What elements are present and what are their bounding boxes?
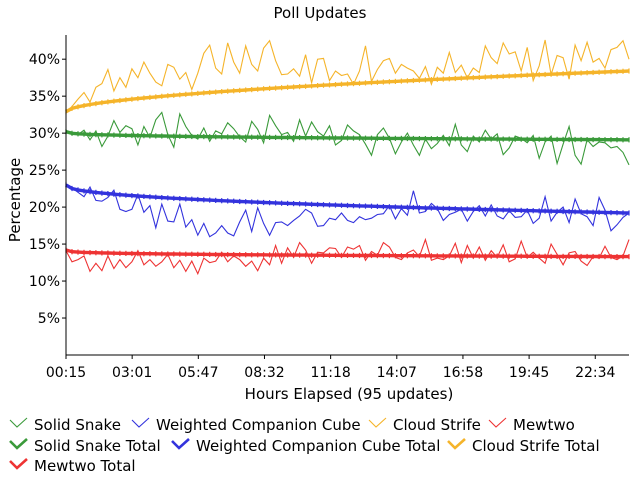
legend-swatch [368, 417, 387, 428]
legend-item-weighted-companion-cube: Weighted Companion Cube [131, 416, 361, 434]
legend-label: Cloud Strife [393, 416, 481, 434]
x-tick-label: 05:47 [178, 365, 218, 381]
series-markers-weighted-companion-cube-total [65, 182, 630, 216]
y-tick-label: 40% [29, 52, 60, 68]
x-tick-label: 16:58 [443, 365, 483, 381]
legend-swatch [9, 458, 28, 470]
legend-label: Mewtwo Total [34, 457, 136, 475]
legend-swatch [488, 417, 507, 428]
legend-item-mewtwo-total: Mewtwo Total [9, 457, 136, 475]
y-tick-label: 30% [29, 126, 60, 142]
y-tick-label: 20% [29, 200, 60, 216]
legend-label: Solid Snake Total [34, 437, 161, 455]
plot-series [65, 39, 630, 276]
legend-swatch [447, 438, 466, 450]
legend-item-solid-snake-total: Solid Snake Total [9, 437, 161, 455]
legend-item-weighted-companion-cube-total: Weighted Companion Cube Total [171, 437, 440, 455]
series-line-solid-snake [65, 111, 630, 166]
y-tick-label: 25% [29, 163, 60, 179]
x-axis-label: Hours Elapsed (95 updates) [245, 385, 454, 403]
x-tick-label: 19:45 [509, 365, 549, 381]
series-markers-mewtwo-total [65, 247, 630, 260]
x-tick-label: 08:32 [244, 365, 284, 381]
legend-label: Cloud Strife Total [472, 437, 600, 455]
y-tick-label: 35% [29, 89, 60, 105]
chart-title: Poll Updates [274, 4, 367, 22]
legend-label: Weighted Companion Cube [156, 416, 361, 434]
legend-swatch [131, 417, 150, 428]
legend-label: Solid Snake [34, 416, 121, 434]
y-tick-label: 10% [29, 274, 60, 290]
x-tick-label: 11:18 [310, 365, 350, 381]
legend-label: Mewtwo [513, 416, 575, 434]
legend-swatch [171, 438, 190, 450]
legend-swatch [9, 438, 28, 450]
x-tick-label: 14:07 [377, 365, 417, 381]
series-line-mewtwo [65, 237, 630, 276]
y-axis-label: Percentage [6, 158, 24, 242]
legend-swatch [9, 417, 28, 428]
legend: Solid Snake Weighted Companion Cube Cloud … [9, 416, 600, 475]
x-tick-label: 03:01 [112, 365, 152, 381]
y-tick-label: 15% [29, 237, 60, 253]
series-markers-cloud-strife-total [65, 68, 630, 115]
legend-label: Weighted Companion Cube Total [196, 437, 440, 455]
x-tick-label: 22:34 [575, 365, 615, 381]
series-markers-solid-snake-total [65, 129, 630, 143]
legend-item-cloud-strife-total: Cloud Strife Total [447, 437, 600, 455]
series-line-weighted-companion-cube [65, 184, 630, 238]
legend-item-mewtwo: Mewtwo [488, 416, 575, 434]
y-tick-label: 5% [38, 311, 60, 327]
legend-item-solid-snake: Solid Snake [9, 416, 121, 434]
axes: 5% 10% 15% 20% 25% 30% 35% 40% 00:15 03:01 05:47 08… [29, 35, 629, 381]
series-line-cloud-strife-total [65, 69, 630, 114]
legend-item-cloud-strife: Cloud Strife [368, 416, 481, 434]
x-tick-label: 00:15 [46, 365, 86, 381]
